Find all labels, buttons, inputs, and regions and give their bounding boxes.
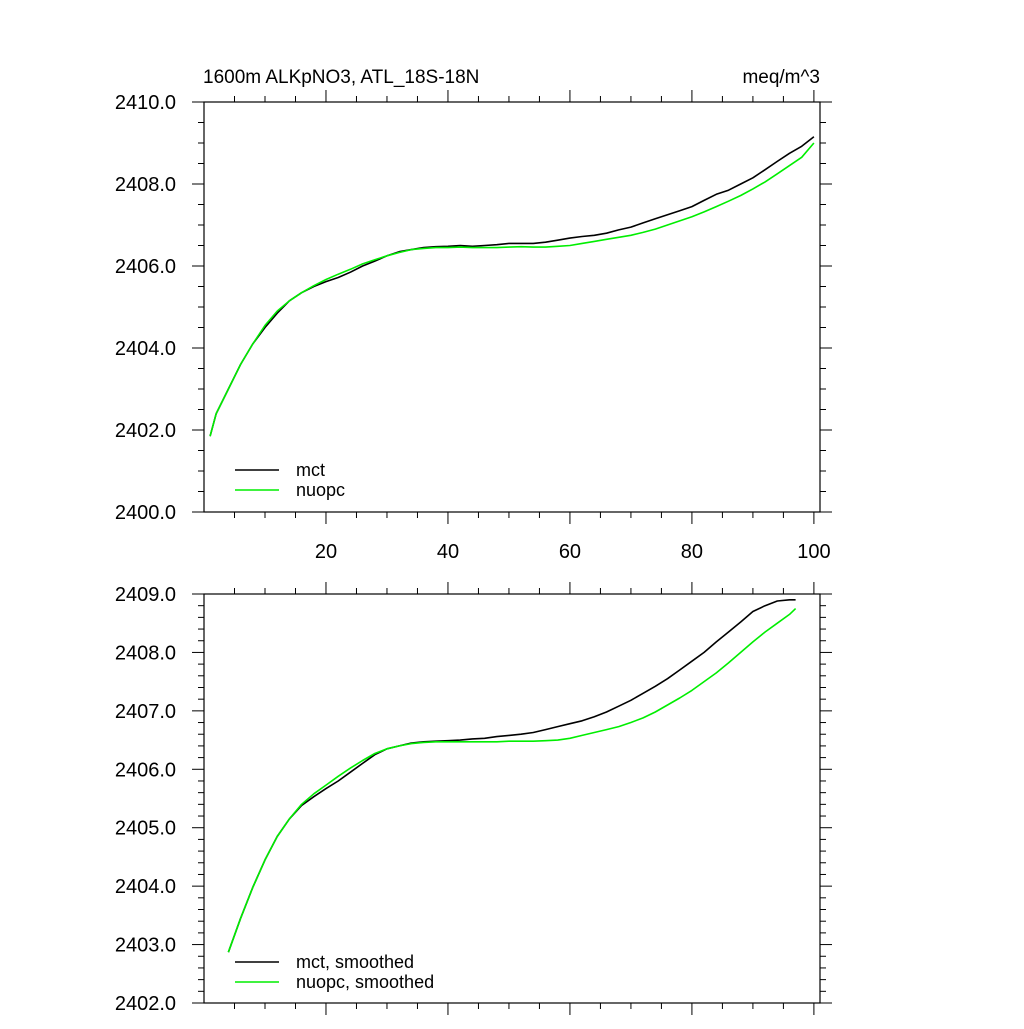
series-line [209,136,815,437]
bottom-panel: 2402.0 2403.0 2404.0 2405.0 2406.0 2407.0 2408… [115,582,832,1015]
top-panel: 20 40 60 80 100 2400.0 2402.0 2404.0 2406.0 2408.… [115,90,832,563]
y-tick-label: 2407.0 [115,701,176,723]
y-tick-label: 2410.0 [115,92,176,114]
y-tick-label: 2404.0 [115,876,176,898]
y-tick-label: 2406.0 [115,256,176,278]
y-tick-label: 2402.0 [115,420,176,442]
units-label: meq/m^3 [742,67,820,88]
y-tick-label: 2403.0 [115,935,176,957]
y-tick-label: 2406.0 [115,759,176,781]
series-line [227,598,796,953]
legend-label: nuopc [296,480,345,500]
y-tick-label: 2408.0 [115,174,176,196]
legend-label: nuopc, smoothed [296,972,434,992]
legend-label: mct, smoothed [296,952,414,972]
x-tick-label: 40 [437,541,459,563]
x-tick-label: 80 [681,541,703,563]
y-tick-label: 2400.0 [115,502,176,524]
plot-frame [203,101,821,513]
chart-title: 1600m ALKpNO3, ATL_18S-18N [203,67,479,88]
legend-label: mct [296,460,325,480]
series-line [227,608,797,953]
y-tick-label: 2404.0 [115,338,176,360]
series-line [209,142,815,437]
y-tick-label: 2409.0 [115,584,176,606]
y-tick-label: 2405.0 [115,818,176,840]
y-tick-label: 2408.0 [115,642,176,664]
y-tick-label: 2402.0 [115,993,176,1015]
x-tick-label: 20 [315,541,337,563]
x-tick-label: 60 [559,541,581,563]
x-tick-label: 100 [797,541,830,563]
plot-frame [203,593,821,1004]
